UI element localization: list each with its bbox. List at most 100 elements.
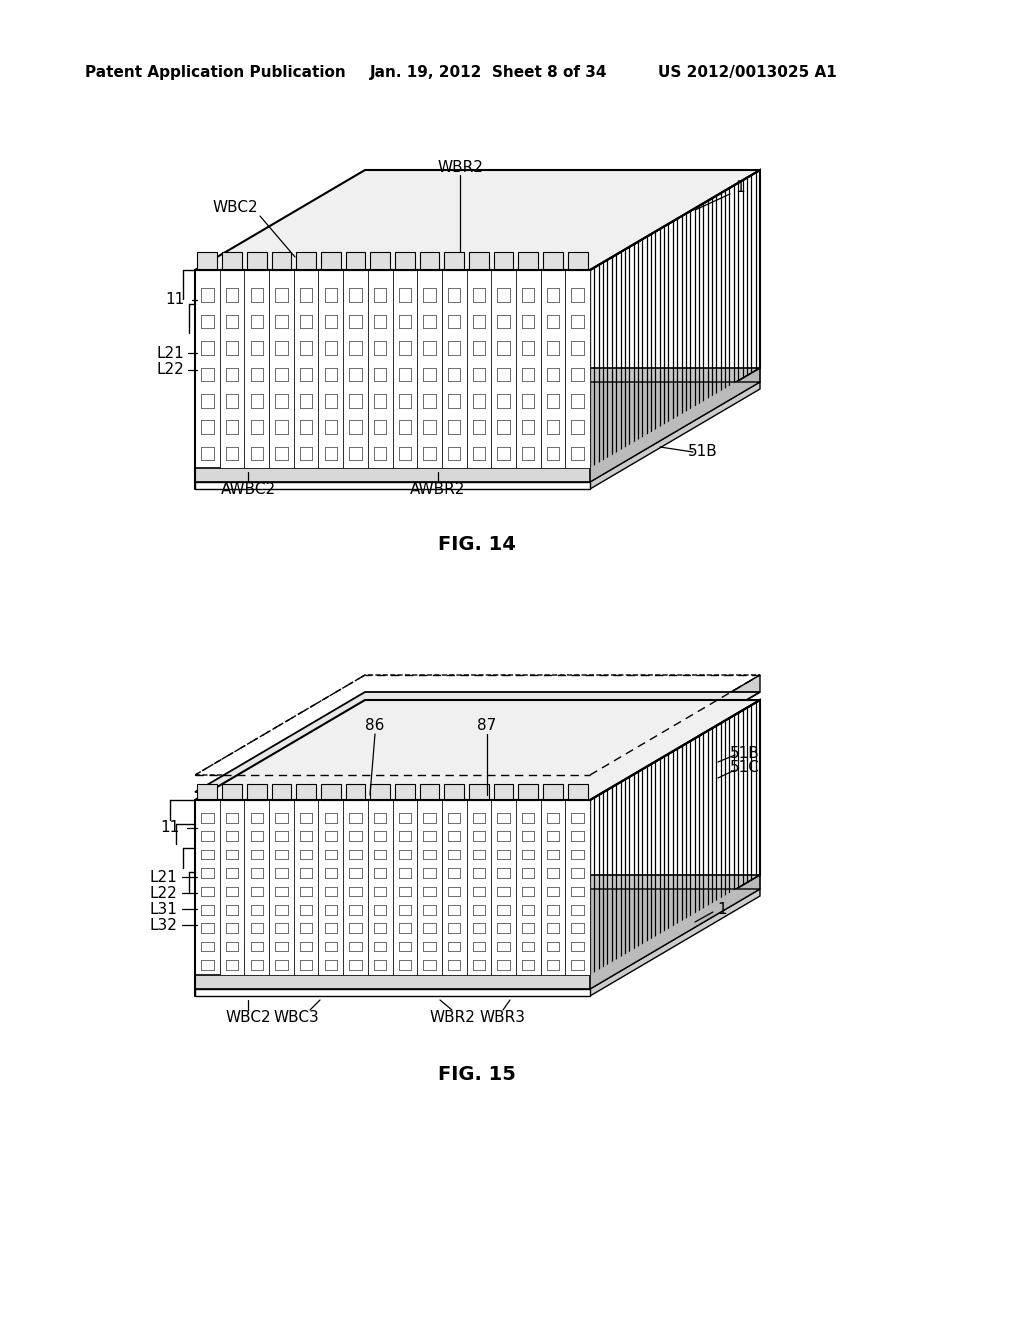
Text: FIG. 15: FIG. 15 bbox=[438, 1065, 516, 1085]
Text: 51B: 51B bbox=[688, 445, 718, 459]
Polygon shape bbox=[494, 252, 513, 271]
Polygon shape bbox=[567, 252, 588, 271]
Polygon shape bbox=[395, 252, 415, 271]
Polygon shape bbox=[247, 784, 266, 800]
Text: WBR2: WBR2 bbox=[429, 1011, 475, 1026]
Text: L31: L31 bbox=[150, 902, 177, 916]
Polygon shape bbox=[195, 368, 760, 469]
Polygon shape bbox=[543, 784, 563, 800]
Polygon shape bbox=[516, 271, 541, 469]
Polygon shape bbox=[494, 784, 513, 800]
Polygon shape bbox=[467, 800, 492, 975]
Text: 87: 87 bbox=[477, 718, 497, 734]
Polygon shape bbox=[195, 271, 220, 469]
Polygon shape bbox=[296, 252, 316, 271]
Polygon shape bbox=[195, 469, 590, 482]
Text: Jan. 19, 2012  Sheet 8 of 34: Jan. 19, 2012 Sheet 8 of 34 bbox=[370, 65, 607, 79]
Polygon shape bbox=[321, 784, 341, 800]
Text: US 2012/0013025 A1: US 2012/0013025 A1 bbox=[658, 65, 837, 79]
Text: AWBR2: AWBR2 bbox=[411, 483, 466, 498]
Text: 51C: 51C bbox=[730, 760, 760, 776]
Polygon shape bbox=[467, 271, 492, 469]
Polygon shape bbox=[318, 271, 343, 469]
Polygon shape bbox=[417, 800, 442, 975]
Polygon shape bbox=[296, 784, 316, 800]
Polygon shape bbox=[343, 800, 368, 975]
Polygon shape bbox=[420, 252, 439, 271]
Text: 11: 11 bbox=[161, 821, 179, 836]
Polygon shape bbox=[368, 800, 392, 975]
Polygon shape bbox=[222, 252, 242, 271]
Polygon shape bbox=[245, 271, 269, 469]
Polygon shape bbox=[245, 800, 269, 975]
Polygon shape bbox=[195, 692, 760, 792]
Polygon shape bbox=[444, 252, 464, 271]
Polygon shape bbox=[516, 800, 541, 975]
Polygon shape bbox=[198, 252, 217, 271]
Polygon shape bbox=[492, 800, 516, 975]
Text: WBC2: WBC2 bbox=[212, 201, 258, 215]
Polygon shape bbox=[492, 271, 516, 469]
Polygon shape bbox=[195, 700, 760, 800]
Polygon shape bbox=[345, 252, 366, 271]
Text: L21: L21 bbox=[150, 870, 177, 884]
Polygon shape bbox=[345, 784, 366, 800]
Polygon shape bbox=[442, 271, 467, 469]
Polygon shape bbox=[392, 800, 417, 975]
Polygon shape bbox=[518, 252, 539, 271]
Polygon shape bbox=[222, 784, 242, 800]
Polygon shape bbox=[318, 800, 343, 975]
Polygon shape bbox=[567, 784, 588, 800]
Polygon shape bbox=[469, 784, 488, 800]
Text: 86: 86 bbox=[366, 718, 385, 734]
Polygon shape bbox=[565, 271, 590, 469]
Polygon shape bbox=[590, 675, 760, 792]
Polygon shape bbox=[368, 271, 392, 469]
Polygon shape bbox=[195, 800, 220, 975]
Polygon shape bbox=[590, 170, 760, 469]
Polygon shape bbox=[395, 784, 415, 800]
Polygon shape bbox=[590, 875, 760, 989]
Text: Patent Application Publication: Patent Application Publication bbox=[85, 65, 346, 79]
Text: L22: L22 bbox=[150, 886, 177, 900]
Polygon shape bbox=[294, 271, 318, 469]
Polygon shape bbox=[343, 271, 368, 469]
Polygon shape bbox=[590, 381, 760, 488]
Polygon shape bbox=[543, 252, 563, 271]
Polygon shape bbox=[195, 975, 590, 989]
Polygon shape bbox=[371, 784, 390, 800]
Text: WBC2: WBC2 bbox=[225, 1011, 270, 1026]
Polygon shape bbox=[195, 482, 590, 488]
Text: WBR2: WBR2 bbox=[437, 161, 483, 176]
Polygon shape bbox=[417, 271, 442, 469]
Text: WBC3: WBC3 bbox=[273, 1011, 318, 1026]
Polygon shape bbox=[271, 252, 291, 271]
Polygon shape bbox=[442, 800, 467, 975]
Polygon shape bbox=[590, 368, 760, 482]
Text: 1: 1 bbox=[735, 181, 744, 195]
Polygon shape bbox=[420, 784, 439, 800]
Polygon shape bbox=[198, 784, 217, 800]
Polygon shape bbox=[469, 252, 488, 271]
Polygon shape bbox=[541, 271, 565, 469]
Polygon shape bbox=[392, 271, 417, 469]
Polygon shape bbox=[321, 252, 341, 271]
Polygon shape bbox=[269, 800, 294, 975]
Text: L32: L32 bbox=[150, 917, 177, 932]
Polygon shape bbox=[195, 170, 760, 271]
Polygon shape bbox=[371, 252, 390, 271]
Text: 11: 11 bbox=[165, 293, 184, 308]
Polygon shape bbox=[294, 800, 318, 975]
Text: FIG. 14: FIG. 14 bbox=[438, 536, 516, 554]
Text: AWBC2: AWBC2 bbox=[220, 483, 275, 498]
Text: 1: 1 bbox=[717, 903, 727, 917]
Polygon shape bbox=[518, 784, 539, 800]
Polygon shape bbox=[590, 700, 760, 975]
Text: L21: L21 bbox=[156, 346, 184, 360]
Polygon shape bbox=[195, 888, 760, 989]
Polygon shape bbox=[271, 784, 291, 800]
Polygon shape bbox=[195, 381, 760, 482]
Polygon shape bbox=[195, 675, 760, 775]
Polygon shape bbox=[590, 888, 760, 997]
Text: WBR3: WBR3 bbox=[480, 1011, 526, 1026]
